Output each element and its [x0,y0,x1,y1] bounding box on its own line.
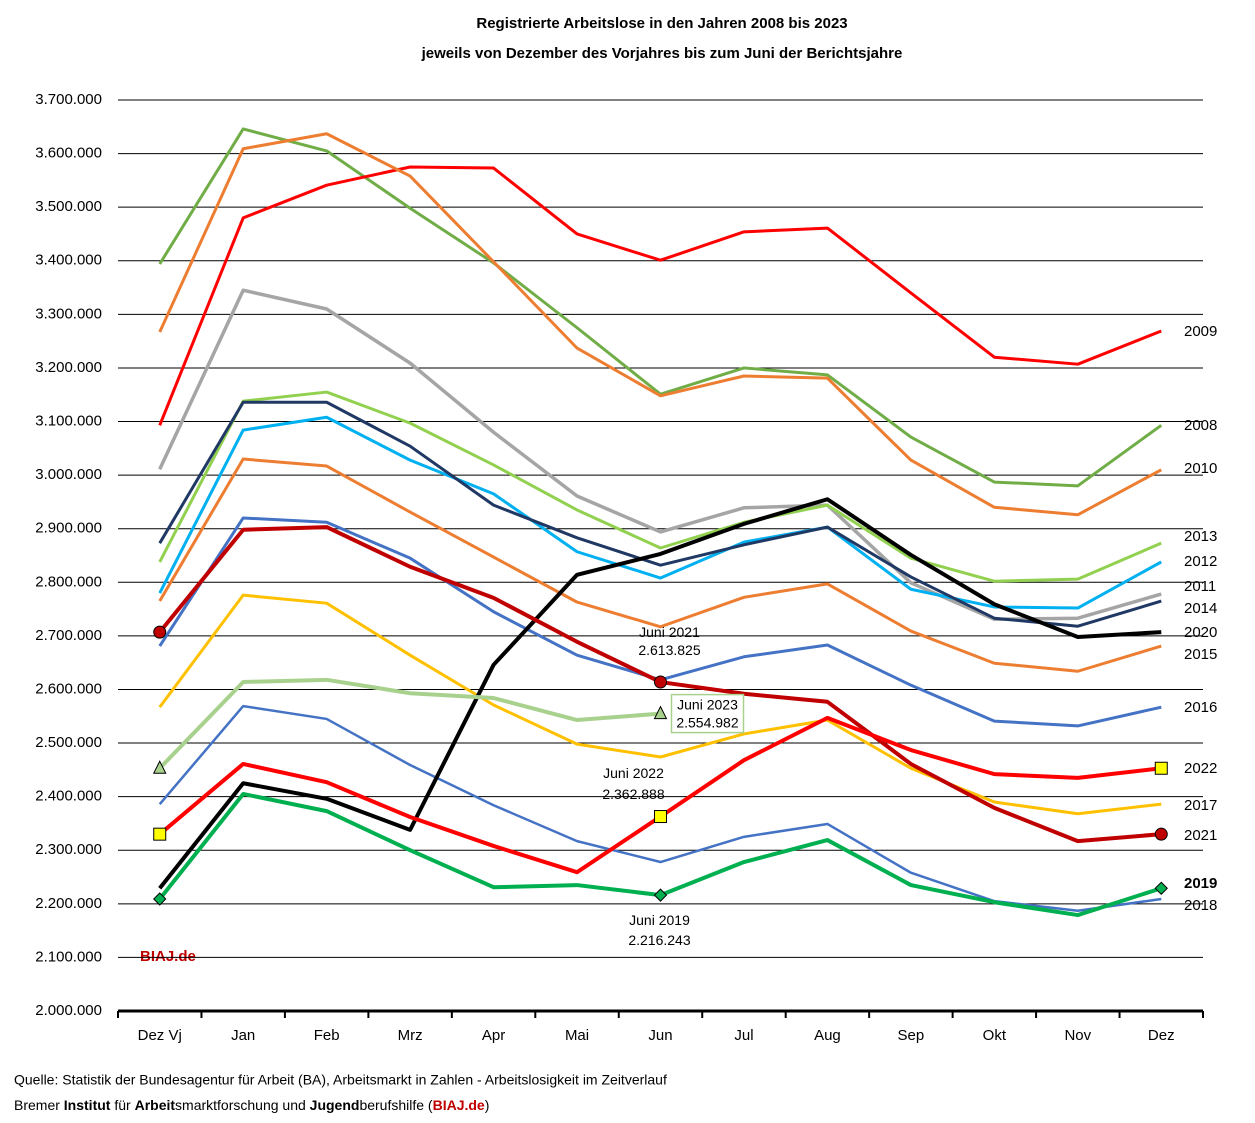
data-label: 2.216.243 [628,932,690,948]
marker [153,625,167,639]
watermark: BIAJ.de [140,948,196,965]
series-label: 2012 [1184,553,1217,570]
series-label: 2017 [1184,797,1217,814]
y-tick-label: 2.100.000 [35,948,102,965]
x-tick-label: Aug [814,1027,841,1044]
marker [1154,827,1168,841]
x-tick-label: Jan [231,1027,255,1044]
y-tick-label: 3.600.000 [35,145,102,162]
y-tick-label: 2.400.000 [35,788,102,805]
marker [152,760,167,774]
y-tick-label: 2.800.000 [35,573,102,590]
marker [653,705,668,720]
publisher-part: Jugend [310,1097,360,1113]
marker [153,892,167,906]
series-label: 2020 [1184,624,1217,641]
publisher-note: Bremer Institut für Arbeitsmarktforschun… [14,1097,489,1113]
series-label: 2014 [1184,600,1217,617]
data-label: 2.554.982 [676,714,738,730]
series-label: 2022 [1184,760,1217,777]
series-line [158,457,1162,673]
y-tick-label: 2.500.000 [35,734,102,751]
chart-subtitle: jeweils von Dezember des Vorjahres bis z… [421,45,903,62]
y-tick-label: 3.100.000 [35,412,102,429]
y-tick-label: 3.500.000 [35,198,102,215]
y-tick-label: 2.600.000 [35,680,102,697]
series-label: 2021 [1184,827,1217,844]
x-tick-label: Apr [482,1027,505,1044]
series-line [158,593,1162,816]
publisher-part: berufshilfe ( [359,1097,432,1113]
series-line [158,400,1162,628]
series-label: 2011 [1184,578,1216,595]
x-tick-label: Jul [734,1027,753,1044]
annotation-box [670,693,745,734]
x-tick-label: Feb [314,1027,340,1044]
y-tick-label: 3.300.000 [35,305,102,322]
publisher-part: Bremer [14,1097,64,1113]
publisher-part: Institut [64,1097,111,1113]
annotation: Juni 2022 [603,765,664,781]
data-label: 2.362.888 [602,786,664,802]
chart-title: Registrierte Arbeitslose in den Jahren 2… [476,15,847,32]
series-line [158,390,1162,583]
publisher-part: für [110,1097,134,1113]
series-line [158,165,1162,426]
marker [653,888,668,902]
x-tick-label: Nov [1064,1027,1091,1044]
series-line [158,132,1162,517]
y-tick-label: 3.700.000 [35,91,102,108]
series-label: 2008 [1184,417,1217,434]
series-line [158,415,1162,610]
x-tick-label: Sep [898,1027,925,1044]
series-line [158,677,661,770]
series-label: 2013 [1184,528,1217,545]
y-tick-label: 3.000.000 [35,466,102,483]
x-tick-label: Dez [1148,1027,1175,1044]
publisher-part: Arbeit [135,1097,176,1113]
y-tick-label: 2.700.000 [35,627,102,644]
y-tick-label: 2.900.000 [35,520,102,537]
x-tick-label: Mrz [398,1027,423,1044]
series-label: 2010 [1184,460,1217,477]
publisher-part: ) [485,1097,490,1113]
x-tick-label: Dez Vj [138,1027,182,1044]
annotation: Juni 2019 [629,912,690,928]
publisher-part: smarktforschung und [175,1097,310,1113]
marker [153,827,167,841]
y-tick-label: 3.400.000 [35,252,102,269]
marker [654,675,667,689]
marker [1154,761,1168,775]
series-label: 2016 [1184,699,1217,716]
annotation: Juni 2021 [639,624,700,640]
data-label: 2.613.825 [638,642,700,658]
x-tick-label: Okt [983,1027,1007,1044]
series-label: 2015 [1184,646,1217,663]
annotation: Juni 2023 [677,696,738,712]
series-label: 2019 [1184,875,1217,892]
series-label: 2009 [1184,323,1217,340]
y-tick-label: 2.200.000 [35,895,102,912]
publisher-part: BIAJ.de [433,1097,485,1113]
x-tick-label: Jun [648,1027,672,1044]
marker [654,810,667,824]
series-line [158,497,1162,890]
y-tick-label: 3.200.000 [35,359,102,376]
y-tick-label: 2.300.000 [35,841,102,858]
source-note: Quelle: Statistik der Bundesagentur für … [14,1072,667,1088]
series-label: 2018 [1184,897,1217,914]
marker [1154,881,1168,895]
x-tick-label: Mai [565,1027,589,1044]
y-tick-label: 2.000.000 [35,1002,102,1019]
